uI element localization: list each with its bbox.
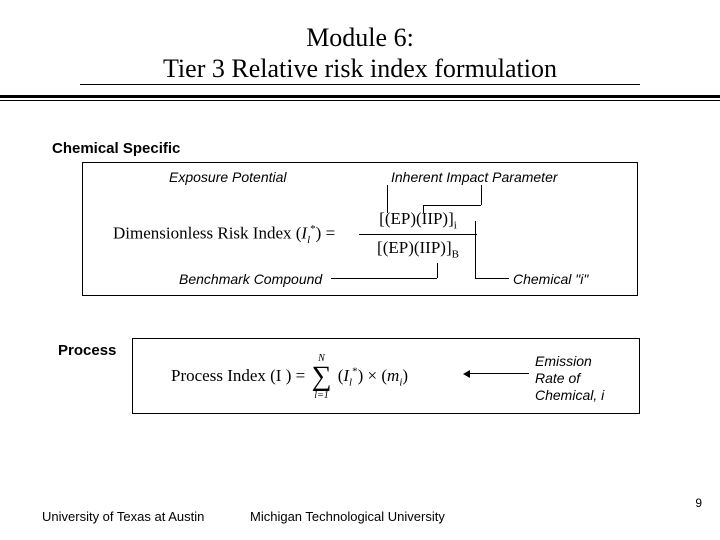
note-line-3: Chemical, i — [535, 387, 604, 404]
eq2-m: m — [387, 366, 399, 385]
risk-index-equation: Dimensionless Risk Index (Il*) = [(EP)(I… — [113, 209, 513, 265]
eq1-num-sub: i — [454, 219, 457, 231]
eq1-den-sub: B — [452, 249, 459, 261]
eq1-equals: = — [326, 224, 336, 243]
exposure-potential-label: Exposure Potential — [169, 169, 287, 185]
footer-org-2: Michigan Technological University — [250, 509, 445, 524]
sigma-bottom: l=1 — [314, 390, 329, 401]
connector-benchmark-v — [437, 263, 438, 278]
eq1-fraction-bar — [359, 234, 477, 235]
note-line-1: Emission — [535, 353, 604, 370]
eq1-num: [(EP)(IIP)] — [379, 209, 454, 228]
inherent-impact-label: Inherent Impact Parameter — [391, 169, 558, 185]
slide-title: Module 6: Tier 3 Relative risk index for… — [0, 0, 720, 85]
process-box: Process Index (I ) = N ∑ l=1 (Il*) × (mi… — [132, 338, 640, 414]
section2-heading: Process — [58, 342, 116, 359]
connector-chemi-v — [475, 221, 476, 278]
note-line-2: Rate of — [535, 370, 604, 387]
section1-heading: Chemical Specific — [52, 140, 180, 157]
eq1-den: [(EP)(IIP)] — [377, 238, 452, 257]
connector-benchmark-h — [331, 278, 437, 279]
sigma-top: N — [318, 353, 325, 364]
sigma-icon: N ∑ l=1 — [311, 363, 331, 391]
process-index-equation: Process Index (I ) = N ∑ l=1 (Il*) × (mi… — [171, 363, 408, 391]
emission-rate-note: Emission Rate of Chemical, i — [535, 353, 604, 403]
title-line-2: Tier 3 Relative risk index formulation — [80, 53, 640, 84]
eq2-lhs: Process Index (I ) = — [171, 366, 305, 385]
eq2-m-close: ) — [402, 366, 408, 385]
connector-chemi-h — [475, 278, 509, 279]
chemical-specific-box: Exposure Potential Inherent Impact Param… — [82, 162, 638, 296]
eq1-lhs-text: Dimensionless Risk Index — [113, 224, 292, 243]
title-line-1: Module 6: — [80, 22, 640, 53]
title-divider — [0, 95, 720, 101]
chemical-i-label: Chemical "i" — [513, 271, 588, 287]
footer-org-1: University of Texas at Austin — [42, 509, 204, 524]
benchmark-compound-label: Benchmark Compound — [179, 271, 322, 287]
eq2-times: × — [368, 366, 378, 385]
eq1-I-sub: l — [307, 234, 310, 246]
connector-iip-v — [481, 185, 482, 205]
page-number: 9 — [695, 496, 702, 510]
eq2-t-close: ) — [358, 366, 364, 385]
eq2-I-sub: l — [349, 376, 352, 388]
emission-rate-arrow — [469, 373, 529, 374]
connector-iip-h — [423, 205, 481, 206]
eq1-paren-close: ) — [316, 224, 322, 243]
